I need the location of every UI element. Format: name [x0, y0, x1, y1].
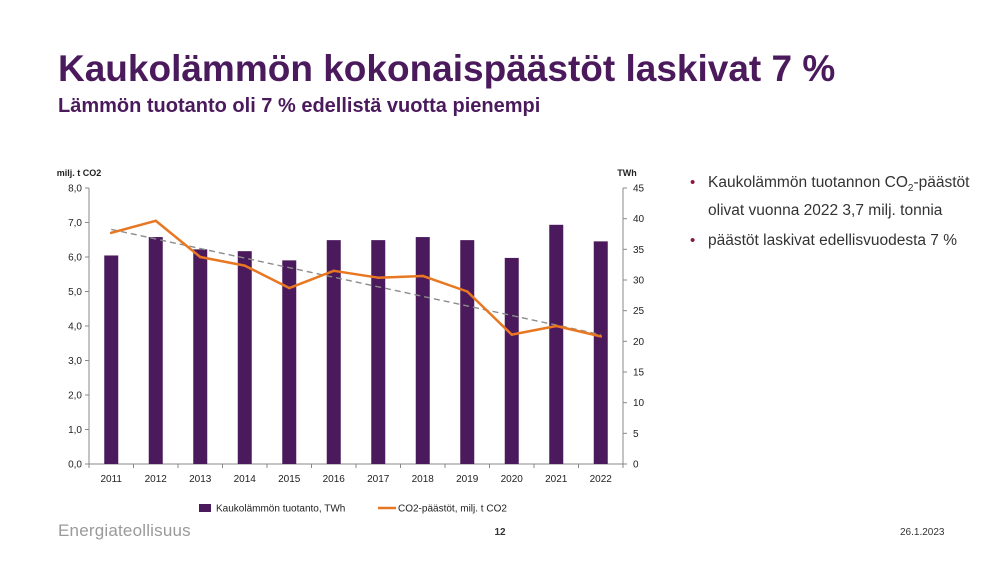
point-co2 — [332, 269, 336, 273]
bullet-text: päästöt laskivat edellisvuodesta 7 % — [708, 232, 958, 250]
x-tick-label: 2014 — [234, 474, 257, 485]
point-co2 — [554, 324, 558, 328]
y-right-tick-label: 20 — [633, 337, 645, 348]
y-right-tick-label: 15 — [633, 368, 645, 379]
y-right-tick-label: 45 — [633, 184, 645, 195]
x-tick-label: 2015 — [278, 474, 301, 485]
y-right-tick-label: 25 — [633, 306, 645, 317]
x-tick-label: 2012 — [145, 474, 168, 485]
y-left-tick-label: 1,0 — [68, 425, 82, 436]
point-co2 — [421, 274, 425, 278]
point-co2 — [243, 264, 247, 267]
bar-production — [371, 240, 386, 464]
bullet-list: • Kaukolämmön tuotannon CO2-päästöt oliv… — [690, 172, 970, 260]
bar-production — [237, 251, 252, 464]
bullet-item: • Kaukolämmön tuotannon CO2-päästöt oliv… — [690, 172, 970, 222]
bar-production — [193, 249, 208, 464]
bar-production — [504, 257, 519, 464]
point-co2 — [510, 333, 514, 336]
point-co2 — [109, 231, 113, 235]
x-tick-label: 2011 — [100, 474, 122, 485]
bullet-text: Kaukolämmön tuotannon CO2-päästöt olivat… — [708, 174, 970, 220]
point-co2 — [287, 286, 291, 290]
y-right-tick-label: 30 — [633, 276, 645, 287]
y-left-tick-label: 5,0 — [68, 287, 82, 298]
company-logo: Energiateollisuus — [58, 521, 191, 540]
y-right-tick-label: 5 — [633, 429, 639, 440]
bar-production — [326, 240, 341, 464]
bar-production — [415, 237, 430, 464]
bar-production — [593, 241, 608, 464]
y-right-tick-label: 0 — [633, 460, 639, 471]
x-tick-label: 2017 — [367, 474, 390, 485]
point-co2 — [376, 276, 380, 280]
y-left-tick-label: 7,0 — [68, 218, 82, 229]
series-line-co2 — [110, 219, 602, 338]
point-co2 — [198, 255, 202, 259]
bar-production — [148, 237, 163, 464]
y-left-axis-title: milj. t CO2 — [57, 168, 102, 178]
bullet-dot-icon: • — [690, 232, 696, 250]
y-right-axis-title: TWh — [617, 168, 637, 178]
legend-label-line: CO2-päästöt, milj. t CO2 — [398, 504, 507, 515]
bar-production — [282, 260, 297, 464]
x-tick-label: 2019 — [456, 474, 479, 485]
legend-label-bar: Kaukolämmön tuotanto, TWh — [216, 504, 345, 515]
y-left-tick-label: 6,0 — [68, 253, 82, 264]
slide-subtitle: Lämmön tuotanto oli 7 % edellistä vuotta… — [58, 95, 541, 117]
point-co2 — [154, 219, 158, 223]
y-right-tick-label: 10 — [633, 398, 645, 409]
y-left-tick-label: 4,0 — [68, 322, 82, 333]
y-left-tick-label: 8,0 — [68, 184, 82, 195]
y-right-tick-label: 35 — [633, 245, 645, 256]
bar-production — [104, 255, 119, 464]
x-tick-label: 2021 — [545, 474, 568, 485]
y-left-tick-label: 0,0 — [68, 460, 82, 471]
bar-production — [460, 240, 475, 464]
x-tick-label: 2016 — [323, 474, 346, 485]
y-right-tick-label: 40 — [633, 214, 645, 225]
trend-line — [111, 228, 601, 336]
point-co2 — [599, 335, 603, 338]
slide-title: Kaukolämmön kokonaispäästöt laskivat 7 % — [58, 48, 836, 89]
slide-date: 26.1.2023 — [900, 527, 945, 538]
page-number: 12 — [494, 527, 506, 538]
point-co2 — [465, 290, 469, 293]
x-tick-label: 2013 — [189, 474, 212, 485]
x-tick-label: 2018 — [412, 474, 435, 485]
y-left-tick-label: 3,0 — [68, 356, 82, 367]
bar-production — [549, 224, 564, 464]
bullet-item: • päästöt laskivat edellisvuodesta 7 % — [690, 230, 970, 252]
legend-swatch-bar — [199, 504, 211, 512]
x-tick-label: 2022 — [590, 474, 613, 485]
x-tick-label: 2020 — [501, 474, 524, 485]
y-left-tick-label: 2,0 — [68, 391, 82, 402]
bullet-dot-icon: • — [690, 174, 696, 191]
